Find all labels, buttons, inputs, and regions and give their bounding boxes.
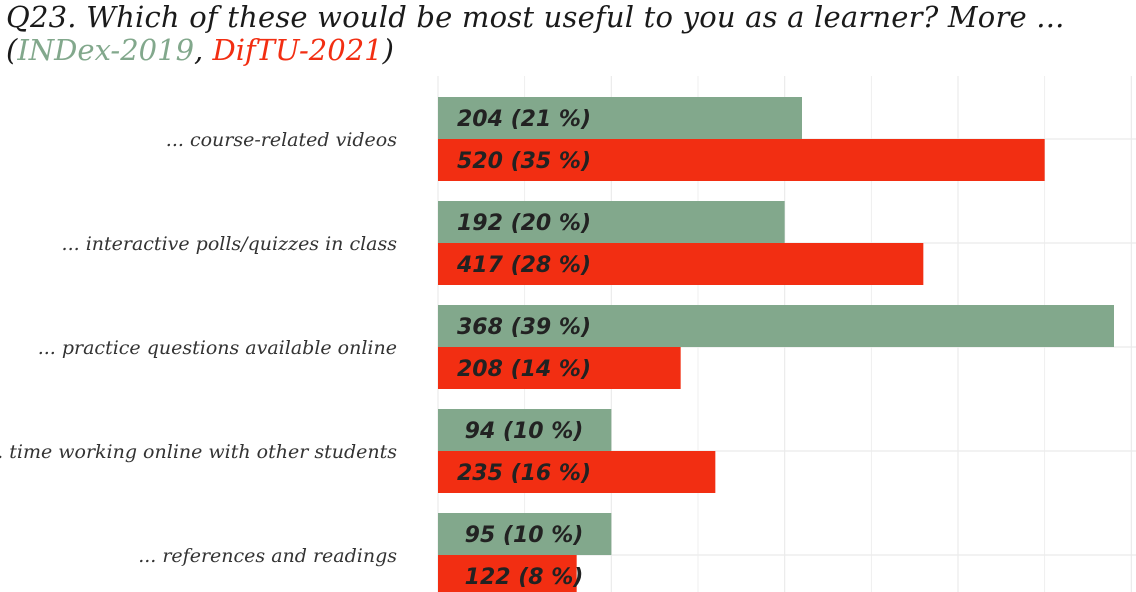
chart-subtitle: (INDex-2019, DifTU-2021) <box>6 32 394 68</box>
bar-series-1 <box>438 409 612 451</box>
chart-title: Q23. Which of these would be most useful… <box>6 0 1065 34</box>
bar-series-2 <box>438 347 681 389</box>
data-label-series-2: 417 (28 %) <box>456 253 591 278</box>
bar-series-1 <box>438 305 1114 347</box>
bar-series-1 <box>438 513 612 555</box>
subtitle-series-2: DifTU-2021 <box>212 33 383 67</box>
data-label-series-1: 95 (10 %) <box>465 523 584 548</box>
bar-series-2 <box>438 243 924 285</box>
bar-series-2 <box>438 451 716 493</box>
data-label-series-2: 520 (35 %) <box>457 149 591 174</box>
bar-series-1 <box>438 201 785 243</box>
category-label: ... interactive polls/quizzes in class <box>62 233 398 255</box>
category-label: ... practice questions available online <box>38 337 397 359</box>
bar-series-1 <box>438 97 802 139</box>
bar-series-2 <box>438 139 1045 181</box>
category-label: ... references and readings <box>138 545 397 567</box>
subtitle-separator: , <box>194 33 204 67</box>
subtitle-close-paren: ) <box>382 33 394 67</box>
data-label-series-1: 94 (10 %) <box>465 419 584 444</box>
data-label-series-1: 368 (39 %) <box>457 315 591 340</box>
category-label: ... course-related videos <box>166 129 397 151</box>
category-label: ... time working online with other stude… <box>0 441 397 463</box>
data-label-series-2: 122 (8 %) <box>465 565 584 590</box>
data-label-series-2: 208 (14 %) <box>457 357 591 382</box>
subtitle-open-paren: ( <box>6 33 18 67</box>
data-label-series-2: 235 (16 %) <box>457 461 591 486</box>
data-label-series-1: 204 (21 %) <box>457 107 591 132</box>
data-label-series-1: 192 (20 %) <box>457 211 591 236</box>
subtitle-series-1: INDex-2019 <box>17 33 195 67</box>
bar-series-2 <box>438 555 577 592</box>
